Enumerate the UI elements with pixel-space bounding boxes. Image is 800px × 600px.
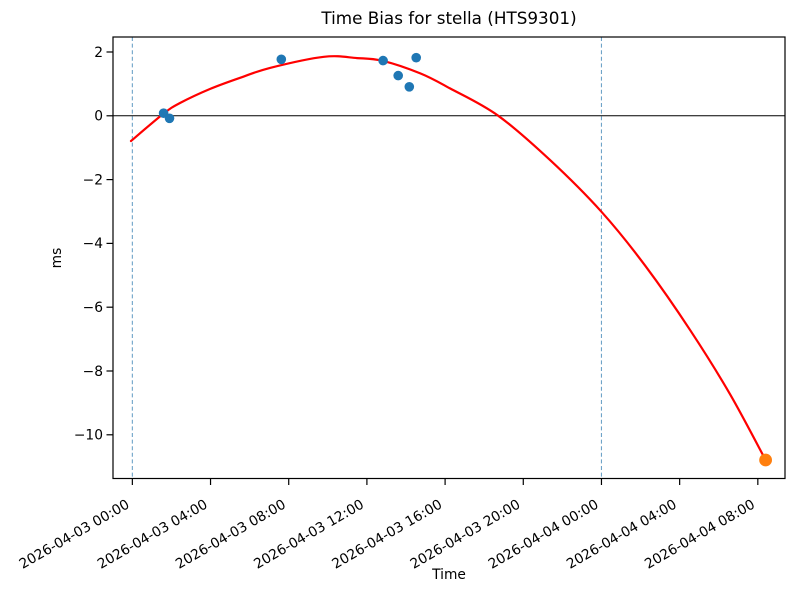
x-axis-label: Time [431, 567, 466, 583]
measured-bias-point [164, 113, 175, 124]
chart-title: Time Bias for stella (HTS9301) [320, 8, 576, 28]
y-tick-label: −10 [74, 428, 103, 444]
measured-bias-point [393, 70, 404, 81]
measured-bias-point [404, 82, 415, 92]
y-tick-label: −4 [83, 236, 103, 252]
y-axis-label: ms [49, 248, 65, 269]
fit-curve [129, 55, 767, 462]
y-tick-label: −6 [83, 300, 103, 316]
y-tick-label: 2 [94, 45, 103, 61]
measured-bias-point [378, 55, 388, 66]
y-tick-label: −2 [83, 172, 103, 188]
axes-spines [112, 36, 786, 480]
measured-bias-point [276, 54, 287, 65]
extrapolated-bias-point [759, 453, 772, 467]
y-tick-label: −8 [83, 364, 103, 380]
measured-bias-point [411, 52, 422, 63]
y-tick-label: 0 [94, 109, 103, 125]
